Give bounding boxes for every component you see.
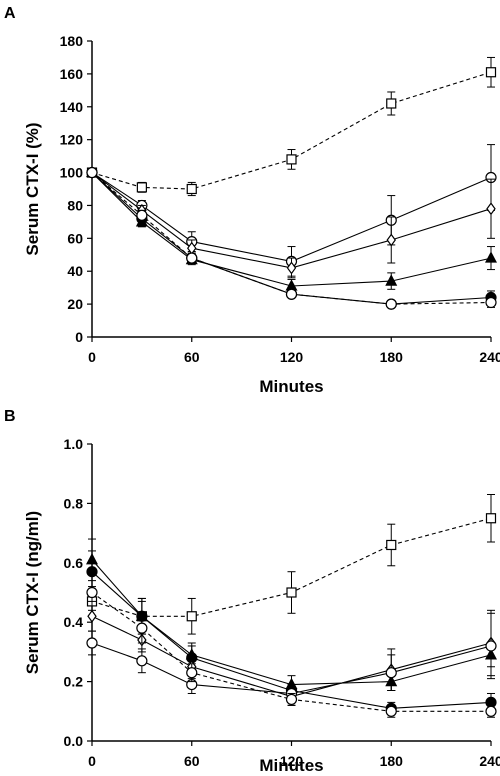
y-tick-label: 20: [67, 296, 83, 312]
y-tick-label: 1.0: [64, 436, 84, 452]
data-point: [136, 209, 148, 221]
data-point: [386, 233, 396, 247]
data-point: [485, 67, 497, 78]
series-line: [91, 642, 492, 695]
series-line: [91, 517, 492, 617]
y-tick-label: 180: [60, 33, 84, 49]
y-tick-label: 40: [67, 263, 83, 279]
x-tick-label: 0: [88, 753, 96, 769]
data-point: [86, 637, 98, 649]
y-tick-label: 0.2: [64, 674, 84, 690]
x-axis-title: Minutes: [259, 756, 323, 775]
y-tick-label: 0.0: [64, 733, 84, 749]
data-point: [186, 611, 197, 622]
data-point: [385, 667, 397, 679]
x-tick-label: 180: [380, 349, 404, 365]
series-line: [91, 172, 492, 305]
series-line: [91, 172, 492, 287]
data-point: [485, 640, 497, 652]
x-axis-title: Minutes: [259, 377, 323, 396]
data-point: [286, 154, 297, 165]
data-point: [385, 298, 397, 310]
x-tick-label: 240: [479, 753, 500, 769]
panel-label: B: [4, 408, 16, 425]
data-point: [87, 609, 97, 623]
series-square-open-dashed: [86, 56, 497, 197]
data-point: [285, 693, 298, 706]
series-square-open-dashed: [86, 493, 497, 635]
data-point: [286, 587, 297, 598]
data-point: [386, 539, 397, 551]
chart-panel-b: B 0.0 0.2 0.4 0.6 0.8 1.0 0 60 120 180 240 Minutes Se…: [4, 408, 500, 775]
data-point: [285, 288, 298, 300]
data-point: [485, 296, 497, 309]
data-point: [136, 622, 148, 634]
data-point: [86, 586, 98, 599]
data-point: [136, 655, 148, 667]
y-tick-label: 140: [60, 99, 84, 115]
y-tick-label: 60: [67, 230, 83, 246]
data-point: [186, 183, 197, 195]
series-line: [91, 71, 492, 190]
x-tick-label: 120: [280, 753, 304, 769]
data-point: [186, 252, 198, 264]
series-line: [91, 172, 492, 262]
y-axis-title: Serum CTX-I (%): [23, 122, 42, 255]
data-point: [486, 202, 496, 216]
data-point: [86, 166, 98, 179]
y-tick-label: 0.6: [64, 555, 84, 571]
series-line: [91, 615, 492, 698]
series-diamond-open-solid: [87, 166, 496, 279]
data-point: [485, 513, 497, 524]
x-tick-label: 120: [280, 349, 304, 365]
y-tick-label: 100: [60, 165, 84, 181]
y-tick-label: 80: [67, 197, 83, 213]
x-tick-label: 240: [479, 349, 500, 365]
x-tick-label: 60: [184, 349, 200, 365]
data-point: [385, 705, 397, 717]
series-circle-open-dashed: [86, 166, 497, 310]
data-point: [136, 182, 147, 193]
series-line: [91, 559, 492, 686]
data-point: [386, 98, 397, 109]
x-tick-label: 180: [380, 753, 404, 769]
y-tick-label: 120: [60, 132, 84, 148]
panel-label: A: [4, 5, 16, 22]
data-point: [485, 251, 497, 263]
y-tick-label: 0.4: [64, 614, 84, 630]
y-tick-label: 0: [75, 329, 83, 345]
chart-panel-a: A 0 20 40 60 80 100 120 140 160 180 0 60 120 180 240 Min…: [4, 5, 500, 396]
y-tick-label: 160: [60, 66, 84, 82]
series-line: [91, 592, 491, 712]
series-line: [91, 571, 492, 709]
data-point: [186, 667, 198, 679]
series-line: [91, 172, 492, 269]
data-point: [286, 261, 297, 275]
x-tick-label: 0: [88, 349, 96, 365]
data-point: [385, 274, 398, 286]
y-tick-label: 0.8: [64, 495, 84, 511]
x-tick-label: 60: [184, 753, 200, 769]
y-axis-title: Serum CTX-I (ng/ml): [23, 511, 42, 674]
series-circle-open-dashed: [86, 574, 497, 718]
data-point: [485, 705, 497, 717]
